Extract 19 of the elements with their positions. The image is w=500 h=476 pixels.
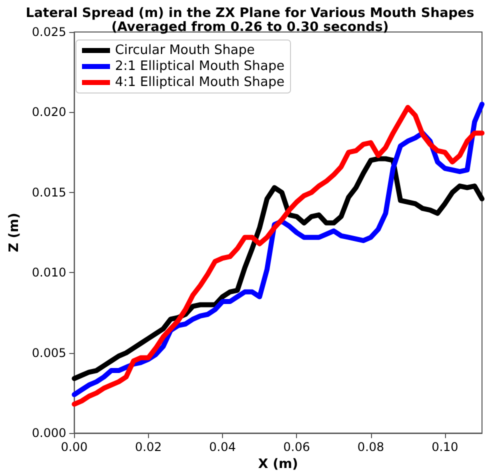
x-tick-label: 0.10 (432, 440, 458, 454)
legend-label: 4:1 Elliptical Mouth Shape (115, 75, 285, 90)
y-axis-title: Z (m) (7, 212, 22, 252)
y-tick-label: 0.025 (32, 25, 66, 39)
x-axis-title: X (m) (258, 457, 298, 472)
x-tick-label: 0.00 (60, 440, 88, 454)
y-tick-label: 0.015 (32, 185, 66, 200)
legend-label: Circular Mouth Shape (115, 43, 255, 58)
x-tick-label: 0.04 (209, 440, 236, 454)
chart-title: Lateral Spread (m) in the ZX Plane for Various Mouth Shapes (26, 6, 474, 21)
chart-subtitle: (Averaged from 0.26 to 0.30 seconds) (111, 20, 389, 35)
y-tick-label: 0.020 (32, 105, 66, 120)
y-tick-label: 0.005 (32, 346, 66, 360)
x-tick-label: 0.08 (357, 440, 384, 454)
x-tick-label: 0.06 (283, 440, 310, 454)
legend-label: 2:1 Elliptical Mouth Shape (115, 59, 285, 74)
y-tick-label: 0.010 (32, 266, 66, 280)
y-tick-label: 0.000 (32, 426, 66, 440)
x-tick-label: 0.02 (135, 440, 162, 454)
